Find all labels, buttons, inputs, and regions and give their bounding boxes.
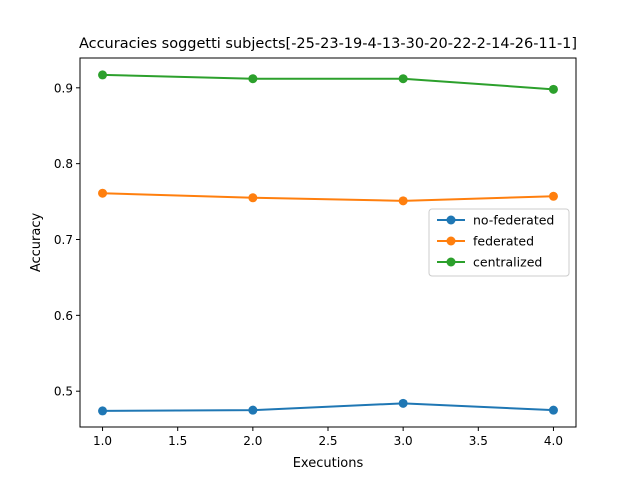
- data-point: [98, 70, 108, 80]
- y-tick-label: 0.5: [54, 385, 73, 399]
- x-tick-label: 2.5: [318, 434, 337, 448]
- legend: no-federated federated centralized: [428, 208, 570, 277]
- data-point: [548, 405, 558, 415]
- legend-frame: [428, 208, 570, 277]
- legend-marker: [446, 236, 456, 246]
- series-layer: [98, 70, 558, 416]
- series-federated: [98, 188, 558, 206]
- x-tick-label: 2.0: [243, 434, 262, 448]
- data-point: [398, 196, 408, 206]
- data-point: [248, 74, 258, 84]
- legend-item-federated: federated: [437, 234, 534, 249]
- data-point: [98, 188, 108, 198]
- legend-item-no-federated: no-federated: [437, 213, 554, 228]
- y-axis-label: Accuracy: [29, 213, 44, 273]
- legend-item-centralized: centralized: [437, 255, 542, 270]
- legend-marker: [446, 257, 456, 267]
- legend-marker: [446, 215, 456, 225]
- tick-layer: 1.0 1.5 2.0 2.5 3.0 3.5 4.0 0.5 0.6 0.7 0.8 0.9: [54, 81, 563, 448]
- legend-label: centralized: [473, 255, 542, 270]
- x-tick-label: 3.0: [394, 434, 413, 448]
- legend-items: no-federated federated centralized: [437, 213, 554, 270]
- data-point: [398, 398, 408, 408]
- x-tick-label: 4.0: [544, 434, 563, 448]
- x-tick-label: 1.5: [168, 434, 187, 448]
- y-tick-label: 0.8: [54, 157, 73, 171]
- legend-label: federated: [473, 234, 534, 249]
- chart-title: Accuracies soggetti subjects[-25-23-19-4…: [79, 36, 577, 52]
- data-point: [398, 74, 408, 84]
- series-centralized: [98, 70, 558, 94]
- x-tick-label: 1.0: [93, 434, 112, 448]
- y-tick-label: 0.9: [54, 81, 73, 95]
- plot-area-frame: [79, 57, 577, 428]
- series-line: [102, 192, 554, 202]
- y-tick-label: 0.7: [54, 233, 73, 247]
- data-point: [548, 84, 558, 94]
- legend-label: no-federated: [473, 213, 554, 228]
- x-axis-label: Executions: [293, 456, 364, 471]
- data-point: [248, 193, 258, 203]
- y-tick-label: 0.6: [54, 309, 73, 323]
- data-point: [98, 406, 108, 416]
- series-line: [102, 73, 554, 91]
- x-tick-label: 3.5: [469, 434, 488, 448]
- data-point: [548, 191, 558, 201]
- data-point: [248, 405, 258, 415]
- series-line: [102, 402, 554, 412]
- series-no-federated: [98, 398, 558, 416]
